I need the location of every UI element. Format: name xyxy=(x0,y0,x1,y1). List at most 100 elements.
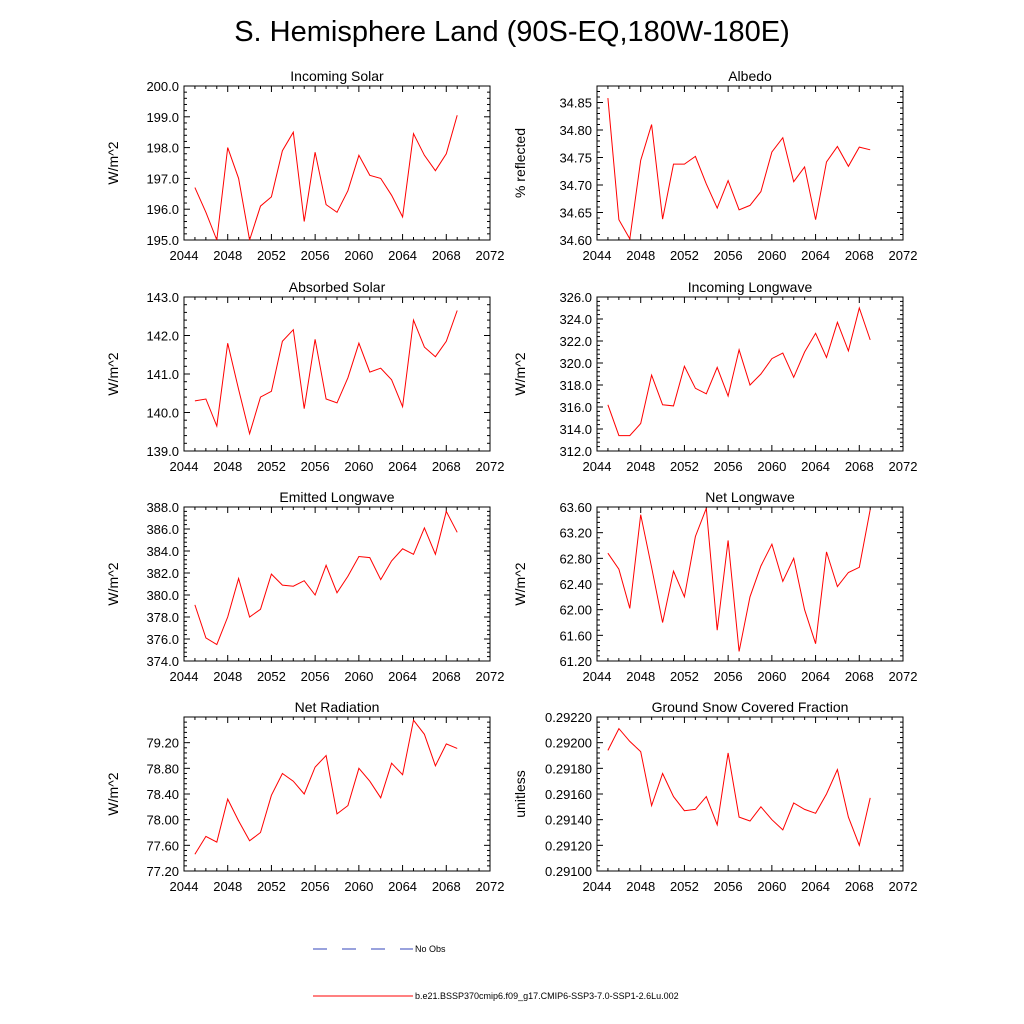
x-tick-label: 2052 xyxy=(670,879,699,894)
y-axis-label: W/m^2 xyxy=(512,562,528,605)
x-tick-label: 2060 xyxy=(757,879,786,894)
x-tick-label: 2052 xyxy=(257,879,286,894)
y-tick-label: 61.60 xyxy=(559,628,592,643)
y-tick-label: 314.0 xyxy=(559,422,592,437)
chart-panel: Ground Snow Covered Fraction 2044 2048 2052… xyxy=(512,699,917,894)
x-tick-label: 2064 xyxy=(388,248,417,263)
x-tick-label: 2068 xyxy=(432,669,461,684)
y-tick-label: 320.0 xyxy=(559,356,592,371)
x-tick-label: 2068 xyxy=(845,459,874,474)
x-tick-label: 2056 xyxy=(714,459,743,474)
x-tick-label: 2044 xyxy=(583,879,612,894)
y-tick-label: 63.60 xyxy=(559,500,592,515)
legend xyxy=(313,948,413,997)
x-tick-label: 2060 xyxy=(757,669,786,684)
x-tick-label: 2060 xyxy=(344,669,373,684)
x-tick-label: 2052 xyxy=(670,459,699,474)
x-tick-label: 2056 xyxy=(301,669,330,684)
x-tick-label: 2044 xyxy=(170,248,199,263)
x-tick-label: 2064 xyxy=(801,459,830,474)
chart-title: Incoming Solar xyxy=(290,68,384,84)
plot-frame xyxy=(596,716,904,872)
y-tick-label: 34.60 xyxy=(559,233,592,248)
x-tick-label: 2068 xyxy=(845,248,874,263)
x-tick-label: 2072 xyxy=(889,669,918,684)
y-tick-label: 61.20 xyxy=(559,654,592,669)
x-tick-label: 2064 xyxy=(801,669,830,684)
y-tick-label: 0.29200 xyxy=(545,736,592,751)
x-tick-label: 2052 xyxy=(670,669,699,684)
plot-frame xyxy=(183,296,491,452)
x-tick-label: 2064 xyxy=(388,879,417,894)
y-axis-label: W/m^2 xyxy=(105,352,121,395)
y-tick-label: 143.0 xyxy=(146,290,179,305)
series-line xyxy=(194,115,458,241)
series-line xyxy=(607,727,871,848)
plot-frame xyxy=(183,85,491,241)
chart-title: Incoming Longwave xyxy=(688,279,813,295)
y-tick-label: 78.00 xyxy=(146,813,179,828)
y-tick-label: 312.0 xyxy=(559,444,592,459)
x-tick-label: 2056 xyxy=(714,248,743,263)
legend-model-label: b.e21.BSSP370cmip6.f09_g17.CMIP6-SSP3-7.… xyxy=(415,991,679,1001)
chart-panel: Net Radiation 2044 2048 2052 2056 2060 2064 206… xyxy=(105,699,504,894)
y-tick-label: 324.0 xyxy=(559,312,592,327)
y-tick-label: 322.0 xyxy=(559,334,592,349)
y-tick-label: 326.0 xyxy=(559,290,592,305)
x-tick-label: 2056 xyxy=(714,879,743,894)
y-tick-label: 374.0 xyxy=(146,654,179,669)
plot-frame xyxy=(596,85,904,241)
x-tick-label: 2048 xyxy=(626,248,655,263)
x-tick-label: 2072 xyxy=(476,669,505,684)
x-tick-label: 2048 xyxy=(213,459,242,474)
x-tick-label: 2052 xyxy=(670,248,699,263)
y-tick-label: 0.29220 xyxy=(545,710,592,725)
chart-title: Ground Snow Covered Fraction xyxy=(652,699,849,715)
x-tick-label: 2072 xyxy=(476,459,505,474)
x-tick-label: 2064 xyxy=(388,669,417,684)
y-tick-label: 139.0 xyxy=(146,444,179,459)
series-line xyxy=(194,310,458,436)
plot-frame xyxy=(596,506,904,662)
chart-title: Net Radiation xyxy=(295,699,380,715)
series-line xyxy=(607,508,871,652)
x-tick-label: 2048 xyxy=(626,669,655,684)
series-line xyxy=(194,719,458,855)
x-tick-label: 2072 xyxy=(476,879,505,894)
chart-panel: Absorbed Solar 2044 2048 2052 2056 2060 2064 20… xyxy=(105,279,504,474)
chart-panel: Emitted Longwave 2044 2048 2052 2056 2060 2064… xyxy=(105,489,504,684)
page-title: S. Hemisphere Land (90S-EQ,180W-180E) xyxy=(234,16,790,48)
y-tick-label: 0.29120 xyxy=(545,838,592,853)
y-tick-label: 0.29100 xyxy=(545,864,592,879)
x-tick-label: 2052 xyxy=(257,669,286,684)
y-tick-label: 0.29160 xyxy=(545,787,592,802)
y-tick-label: 376.0 xyxy=(146,632,179,647)
y-tick-label: 62.80 xyxy=(559,551,592,566)
legend-obs-label: No Obs xyxy=(415,944,446,954)
y-tick-label: 388.0 xyxy=(146,500,179,515)
chart-title: Absorbed Solar xyxy=(289,279,386,295)
series-line xyxy=(607,306,871,437)
y-tick-label: 200.0 xyxy=(146,79,179,94)
x-tick-label: 2044 xyxy=(170,669,199,684)
x-tick-label: 2056 xyxy=(714,669,743,684)
x-tick-label: 2064 xyxy=(801,879,830,894)
series-line xyxy=(194,510,458,646)
x-tick-label: 2056 xyxy=(301,879,330,894)
y-tick-label: 0.29180 xyxy=(545,761,592,776)
x-tick-label: 2056 xyxy=(301,459,330,474)
x-tick-label: 2072 xyxy=(889,248,918,263)
x-tick-label: 2060 xyxy=(344,879,373,894)
y-axis-label: W/m^2 xyxy=(105,562,121,605)
y-axis-label: % reflected xyxy=(512,128,528,198)
y-tick-label: 79.20 xyxy=(146,736,179,751)
x-tick-label: 2060 xyxy=(344,248,373,263)
y-tick-label: 199.0 xyxy=(146,110,179,125)
x-tick-label: 2068 xyxy=(432,248,461,263)
x-tick-label: 2072 xyxy=(889,879,918,894)
x-tick-label: 2064 xyxy=(801,248,830,263)
x-tick-label: 2044 xyxy=(583,669,612,684)
chart-panel: Net Longwave 2044 2048 2052 2056 2060 2064 2068… xyxy=(512,489,917,684)
y-axis-label: unitless xyxy=(512,770,528,817)
